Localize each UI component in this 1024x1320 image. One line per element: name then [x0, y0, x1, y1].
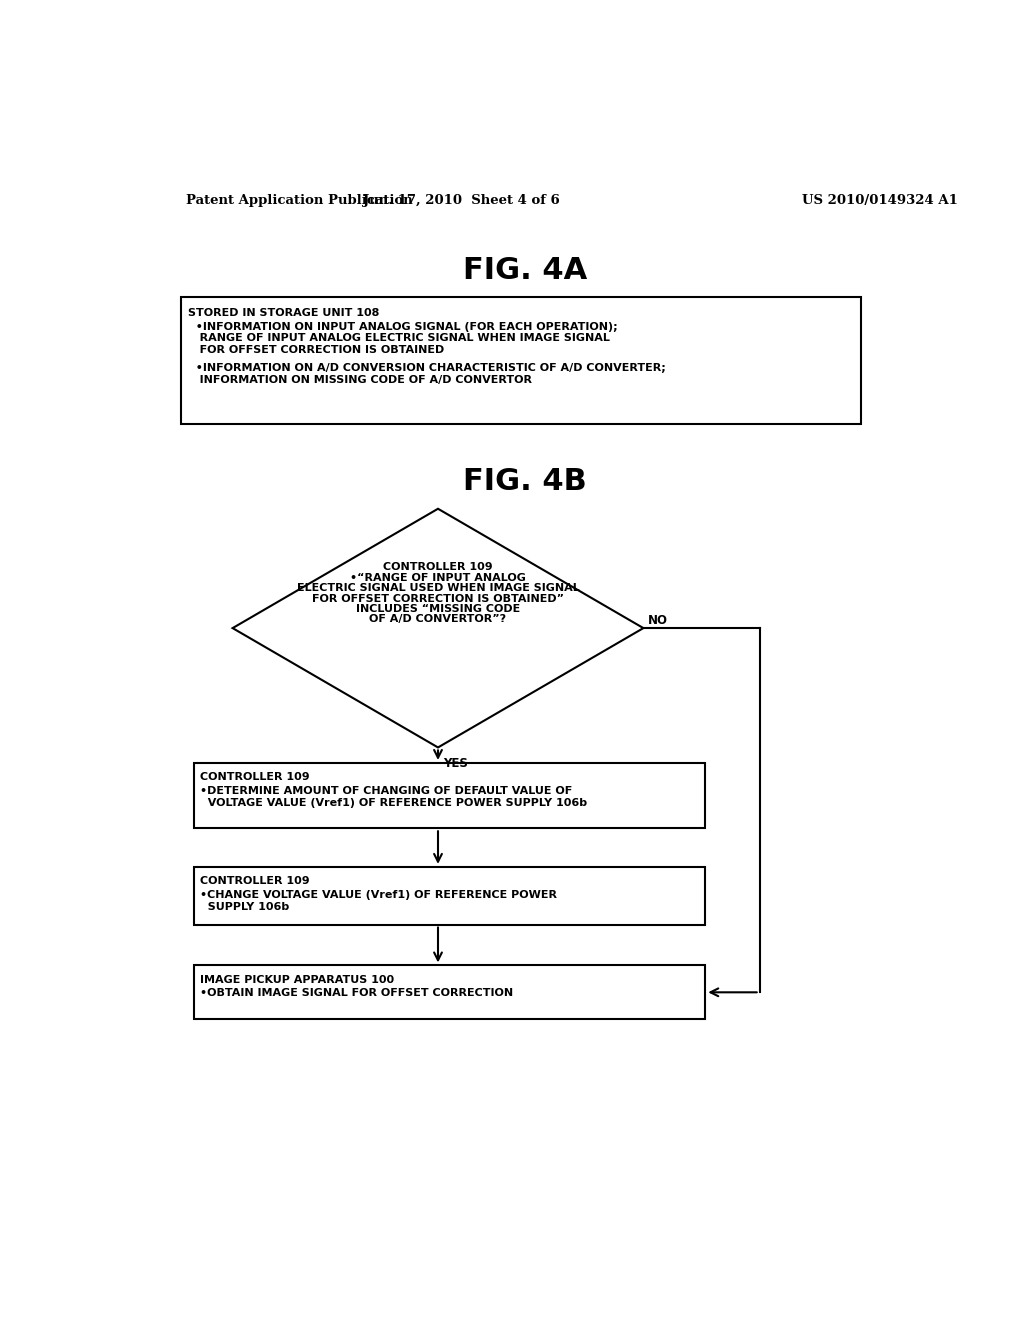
Text: Patent Application Publication: Patent Application Publication	[186, 194, 413, 207]
Polygon shape	[232, 508, 643, 747]
Bar	[194, 965, 706, 1019]
Text: IMAGE PICKUP APPARATUS 100: IMAGE PICKUP APPARATUS 100	[200, 974, 394, 985]
Text: YES: YES	[442, 756, 468, 770]
Text: FIG. 4A: FIG. 4A	[463, 256, 587, 285]
Text: •“RANGE OF INPUT ANALOG: •“RANGE OF INPUT ANALOG	[350, 573, 526, 583]
Text: RANGE OF INPUT ANALOG ELECTRIC SIGNAL WHEN IMAGE SIGNAL: RANGE OF INPUT ANALOG ELECTRIC SIGNAL WH…	[188, 333, 610, 343]
Text: •INFORMATION ON INPUT ANALOG SIGNAL (FOR EACH OPERATION);: •INFORMATION ON INPUT ANALOG SIGNAL (FOR…	[188, 322, 618, 331]
Text: •DETERMINE AMOUNT OF CHANGING OF DEFAULT VALUE OF: •DETERMINE AMOUNT OF CHANGING OF DEFAULT…	[200, 785, 572, 796]
Text: •OBTAIN IMAGE SIGNAL FOR OFFSET CORRECTION: •OBTAIN IMAGE SIGNAL FOR OFFSET CORRECTI…	[200, 989, 513, 998]
Text: INCLUDES “MISSING CODE: INCLUDES “MISSING CODE	[356, 605, 520, 614]
Text: US 2010/0149324 A1: US 2010/0149324 A1	[802, 194, 958, 207]
Text: OF A/D CONVERTOR”?: OF A/D CONVERTOR”?	[370, 614, 507, 624]
Bar	[194, 867, 706, 924]
Text: CONTROLLER 109: CONTROLLER 109	[200, 772, 309, 781]
Text: VOLTAGE VALUE (Vref1) OF REFERENCE POWER SUPPLY 106b: VOLTAGE VALUE (Vref1) OF REFERENCE POWER…	[200, 799, 587, 808]
Text: FOR OFFSET CORRECTION IS OBTAINED”: FOR OFFSET CORRECTION IS OBTAINED”	[312, 594, 564, 603]
Text: INFORMATION ON MISSING CODE OF A/D CONVERTOR: INFORMATION ON MISSING CODE OF A/D CONVE…	[188, 375, 532, 384]
Text: SUPPLY 106b: SUPPLY 106b	[200, 903, 290, 912]
Text: Jun. 17, 2010  Sheet 4 of 6: Jun. 17, 2010 Sheet 4 of 6	[362, 194, 560, 207]
Text: CONTROLLER 109: CONTROLLER 109	[383, 562, 493, 573]
Text: ELECTRIC SIGNAL USED WHEN IMAGE SIGNAL: ELECTRIC SIGNAL USED WHEN IMAGE SIGNAL	[297, 583, 580, 593]
Text: NO: NO	[648, 614, 668, 627]
Text: FIG. 4B: FIG. 4B	[463, 467, 587, 496]
Text: FOR OFFSET CORRECTION IS OBTAINED: FOR OFFSET CORRECTION IS OBTAINED	[188, 345, 444, 355]
Text: •INFORMATION ON A/D CONVERSION CHARACTERISTIC OF A/D CONVERTER;: •INFORMATION ON A/D CONVERSION CHARACTER…	[188, 363, 667, 374]
Text: STORED IN STORAGE UNIT 108: STORED IN STORAGE UNIT 108	[188, 308, 380, 318]
Text: CONTROLLER 109: CONTROLLER 109	[200, 876, 309, 886]
Bar	[194, 763, 706, 829]
Text: •CHANGE VOLTAGE VALUE (Vref1) OF REFERENCE POWER: •CHANGE VOLTAGE VALUE (Vref1) OF REFEREN…	[200, 890, 557, 900]
Bar	[180, 297, 861, 424]
